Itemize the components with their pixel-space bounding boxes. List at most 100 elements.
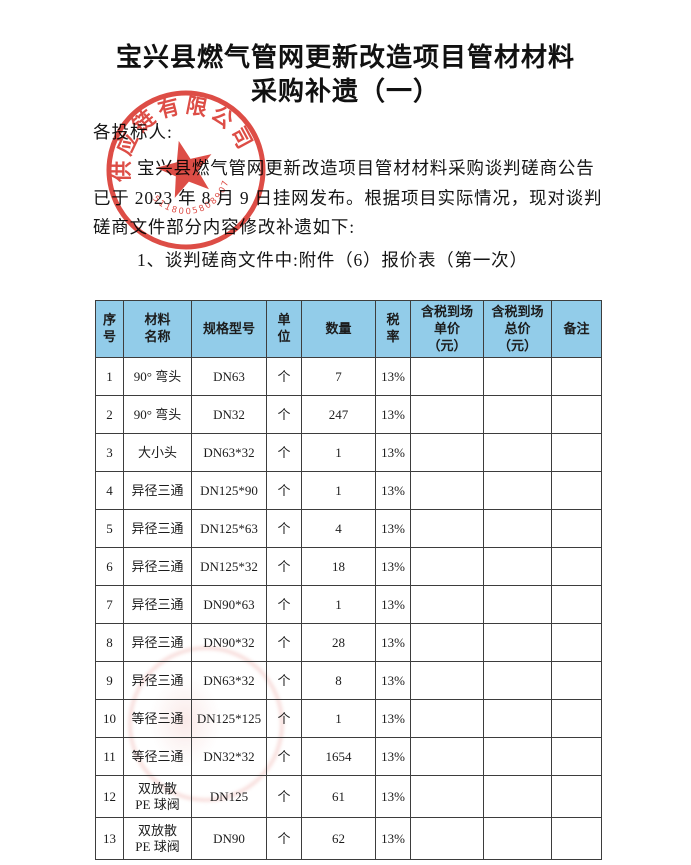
table-row: 12 双放散 PE 球阀 DN125 个 61 13% <box>95 775 602 818</box>
table-cell <box>410 395 484 434</box>
table-cell <box>410 585 484 624</box>
table-cell: 异径三通 <box>123 509 192 548</box>
column-header: 序 号 <box>95 300 124 358</box>
table-cell: DN125*63 <box>191 509 267 548</box>
table-cell: 异径三通 <box>123 547 192 586</box>
table-cell: 13% <box>375 433 411 472</box>
table-cell: 个 <box>266 817 302 860</box>
table-cell <box>410 817 484 860</box>
salutation: 各投标人: <box>93 122 173 142</box>
table-cell: 个 <box>266 661 302 700</box>
table-cell: 个 <box>266 395 302 434</box>
table-cell: 个 <box>266 699 302 738</box>
table-cell: 1654 <box>301 737 376 776</box>
table-row: 5 异径三通 DN125*63 个 4 13% <box>95 509 602 548</box>
table-cell: 个 <box>266 585 302 624</box>
table-cell <box>551 471 602 510</box>
table-cell: 13% <box>375 775 411 818</box>
table-cell: DN125*125 <box>191 699 267 738</box>
table-cell <box>483 509 552 548</box>
table-cell <box>551 509 602 548</box>
column-header: 材料 名称 <box>123 300 192 358</box>
table-cell: 90° 弯头 <box>123 395 192 434</box>
table-cell <box>551 661 602 700</box>
table-cell <box>410 661 484 700</box>
table-row: 7 异径三通 DN90*63 个 1 13% <box>95 585 602 624</box>
table-cell <box>483 471 552 510</box>
table-cell: 异径三通 <box>123 585 192 624</box>
table-cell: 个 <box>266 509 302 548</box>
table-cell: 1 <box>301 471 376 510</box>
table-cell: 个 <box>266 547 302 586</box>
table-cell: 13% <box>375 357 411 396</box>
table-cell: 28 <box>301 623 376 662</box>
column-header: 单 位 <box>266 300 302 358</box>
table-cell: 13 <box>95 817 124 860</box>
table-cell <box>483 357 552 396</box>
table-cell: 2 <box>95 395 124 434</box>
table-row: 10 等径三通 DN125*125 个 1 13% <box>95 699 602 738</box>
table-cell: 11 <box>95 737 124 776</box>
table-cell: DN125*32 <box>191 547 267 586</box>
table-cell: 5 <box>95 509 124 548</box>
table-cell: 61 <box>301 775 376 818</box>
table-cell: DN32 <box>191 395 267 434</box>
table-cell: 13% <box>375 471 411 510</box>
table-cell <box>410 433 484 472</box>
table-cell: 等径三通 <box>123 737 192 776</box>
table-cell <box>483 775 552 818</box>
table-header-row: 序 号材料 名称 规格型号单 位数量税 率含税到场 单价 （元） 含税到场 总价 （… <box>95 300 602 358</box>
table-cell: 异径三通 <box>123 623 192 662</box>
table-row: 2 90° 弯头 DN32 个 247 13% <box>95 395 602 434</box>
table-cell <box>483 699 552 738</box>
table-cell <box>410 547 484 586</box>
column-header: 税 率 <box>375 300 411 358</box>
table-cell: DN90*32 <box>191 623 267 662</box>
table-row: 4 异径三通 DN125*90 个 1 13% <box>95 471 602 510</box>
table-cell: DN125 <box>191 775 267 818</box>
table-cell: 个 <box>266 433 302 472</box>
table-cell: 双放散 PE 球阀 <box>123 775 192 818</box>
table-cell: 个 <box>266 623 302 662</box>
table-cell <box>551 699 602 738</box>
table-cell <box>483 737 552 776</box>
page-title-line2: 采购补遗（一） <box>250 77 440 108</box>
table-cell: 13% <box>375 547 411 586</box>
column-header: 备注 <box>551 300 602 358</box>
table-cell: 13% <box>375 623 411 662</box>
table-cell: 1 <box>301 585 376 624</box>
table-cell: 6 <box>95 547 124 586</box>
table-cell: 90° 弯头 <box>123 357 192 396</box>
table-row: 11 等径三通 DN32*32 个 1654 13% <box>95 737 602 776</box>
table-cell <box>551 433 602 472</box>
table-cell <box>483 623 552 662</box>
column-header: 含税到场 单价 （元） <box>410 300 484 358</box>
table-cell: 异径三通 <box>123 661 192 700</box>
table-cell: DN125*90 <box>191 471 267 510</box>
table-cell <box>483 433 552 472</box>
table-cell <box>551 547 602 586</box>
table-cell <box>410 737 484 776</box>
table-cell: 大小头 <box>123 433 192 472</box>
table-cell: 1 <box>301 433 376 472</box>
table-cell: 双放散 PE 球阀 <box>123 817 192 860</box>
paragraph-line: 磋商文件部分内容修改补遗如下: <box>93 217 355 237</box>
table-cell: 62 <box>301 817 376 860</box>
table-cell <box>551 395 602 434</box>
table-cell: 13% <box>375 395 411 434</box>
table-cell: 个 <box>266 737 302 776</box>
table-row: 9 异径三通 DN63*32 个 8 13% <box>95 661 602 700</box>
page-title: 宝兴县燃气管网更新改造项目管材材料 采购补遗（一） <box>0 41 691 109</box>
table-cell: 个 <box>266 775 302 818</box>
table-row: 1 90° 弯头 DN63 个 7 13% <box>95 357 602 396</box>
table-cell <box>410 775 484 818</box>
table-row: 6 异径三通 DN125*32 个 18 13% <box>95 547 602 586</box>
table-cell: DN63*32 <box>191 433 267 472</box>
table-cell: DN32*32 <box>191 737 267 776</box>
table-cell <box>410 471 484 510</box>
table-cell: 10 <box>95 699 124 738</box>
table-cell <box>410 623 484 662</box>
list-item-1: 1、谈判磋商文件中:附件（6）报价表（第一次） <box>137 250 528 270</box>
table-cell: 3 <box>95 433 124 472</box>
